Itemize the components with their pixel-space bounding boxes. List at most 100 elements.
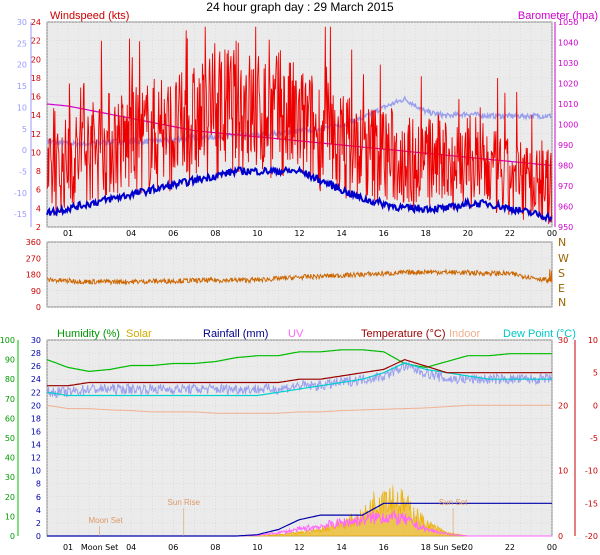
windspeed-axis-label: Windspeed (kts) [50,10,129,22]
humidity-tick-label: 60 [5,414,15,423]
wind-tick-label: 24 [31,18,41,27]
x-tick-label: 20 [463,229,473,238]
direction-tick-label: 180 [26,271,41,280]
temperature-right-tick-label: 5 [593,369,598,378]
climate-panel-legend: Humidity (%) Solar Rainfall (mm) UV Temp… [57,328,576,340]
temperature-right-tick-label: 10 [588,336,598,345]
temperature-tick-label: 15 [17,82,27,91]
x-axis-labels-bottom: 01 04 06 08 10 12 14 16 18 20 22 00 Moon Set Sun Set [63,543,557,552]
wind-panel-series [46,26,553,225]
x-tick-label: 06 [168,543,178,552]
sun-moon-events: Moon Set Sun Rise Sun Set [88,498,468,536]
wind-tick-label: 22 [31,37,41,46]
solar-legend: Solar [126,328,152,340]
barometer-tick-label: 990 [558,141,573,150]
barometer-tick-label: 1020 [558,80,578,89]
humidity-tick-label: 40 [5,454,15,463]
rainfall-tick-label: 24 [31,375,41,384]
uv-legend: UV [288,328,304,340]
temperature-tick-label: -10 [14,189,27,198]
x-tick-label: 18 [421,229,431,238]
wind-panel-axes: 2468101214161820222495096097098099010001… [14,18,578,232]
x-tick-label: 00 [547,229,557,238]
sun-set-axis-label: Sun Set [433,543,464,552]
barometer-tick-label: 950 [558,223,573,232]
barometer-tick-label: 960 [558,203,573,212]
x-tick-label: 06 [168,229,178,238]
temperature-tick-label: 5 [22,125,27,134]
event-label: Moon Set [88,516,123,525]
wind-tick-label: 14 [31,111,41,120]
direction-tick-label: 360 [26,238,41,247]
x-tick-label: 00 [547,543,557,552]
rainfall-tick-label: 4 [36,506,41,515]
barometer-tick-label: 1000 [558,121,578,130]
temperature-right-tick-label: -5 [590,434,598,443]
indoor-legend: Indoor [449,328,481,340]
windspeed-average-line [46,165,553,224]
indoor-temperature-line [46,404,552,414]
wind-tick-label: 12 [31,130,41,139]
rainfall-tick-label: 20 [31,401,41,410]
rainfall-tick-label: 8 [36,480,41,489]
wind-tick-label: 10 [31,148,41,157]
direction-letter: W [558,252,569,265]
rainfall-legend: Rainfall (mm) [203,328,268,340]
barometer-tick-label: 970 [558,182,573,191]
x-tick-label: 14 [336,229,346,238]
rainfall-tick-label: 18 [31,414,41,423]
x-tick-label: 16 [379,229,389,238]
direction-tick-label: 90 [31,287,41,296]
direction-tick-label: 270 [26,254,41,263]
wind-direction-line [46,268,553,286]
humidity-tick-label: 20 [5,493,15,502]
temperature-inner-tick-label: 20 [558,401,568,410]
x-tick-label: 01 [63,229,73,238]
temperature-tick-label: 10 [17,103,27,112]
x-tick-label: 20 [463,543,473,552]
barometer-tick-label: 1010 [558,100,578,109]
x-tick-label: 22 [505,229,515,238]
temperature-tick-label: 30 [17,18,27,27]
humidity-tick-label: 80 [5,375,15,384]
x-tick-label: 18 [421,543,431,552]
rainfall-tick-label: 16 [31,427,41,436]
humidity-line [46,349,552,373]
temperature-line [47,358,552,387]
x-tick-label: 22 [505,543,515,552]
rainfall-tick-label: 0 [36,532,41,541]
temperature-inner-tick-label: 30 [558,336,568,345]
direction-panel-series [46,268,553,286]
direction-letter: E [558,282,565,295]
climate-panel-axes: 0246810121416182022242628300102030405060… [0,336,598,541]
humidity-tick-label: 50 [5,434,15,443]
temperature-right-tick-label: -15 [585,499,598,508]
rainfall-tick-label: 2 [36,519,41,528]
event-label: Sun Set [439,498,468,507]
rainfall-tick-label: 28 [31,349,41,358]
wind-tick-label: 6 [36,186,41,195]
wind-tick-label: 4 [36,204,41,213]
rainfall-tick-label: 14 [31,441,41,450]
x-tick-label: 04 [126,543,136,552]
direction-tick-label: 0 [36,303,41,312]
barometer-tick-label: 1050 [558,18,578,27]
wind-tick-label: 18 [31,74,41,83]
rainfall-tick-label: 10 [31,467,41,476]
wind-tick-label: 8 [36,167,41,176]
climate-panel-series [46,349,553,537]
temperature-inner-tick-label: 10 [558,467,568,476]
temperature-tick-label: 25 [17,39,27,48]
temperature-tick-label: -5 [19,167,27,176]
graph-title: 24 hour graph day : 29 March 2015 [206,0,394,14]
wind-tick-label: 2 [36,223,41,232]
windspeed-line [46,26,553,225]
temperature-tick-label: 20 [17,61,27,70]
humidity-tick-label: 10 [5,512,15,521]
x-tick-label: 08 [210,229,220,238]
barometer-tick-label: 1040 [558,39,578,48]
humidity-tick-label: 100 [0,336,15,345]
humidity-tick-label: 90 [5,356,15,365]
wind-tick-label: 20 [31,55,41,64]
x-axis-labels-top: 01 04 06 08 10 12 14 16 18 20 22 00 [63,229,557,238]
